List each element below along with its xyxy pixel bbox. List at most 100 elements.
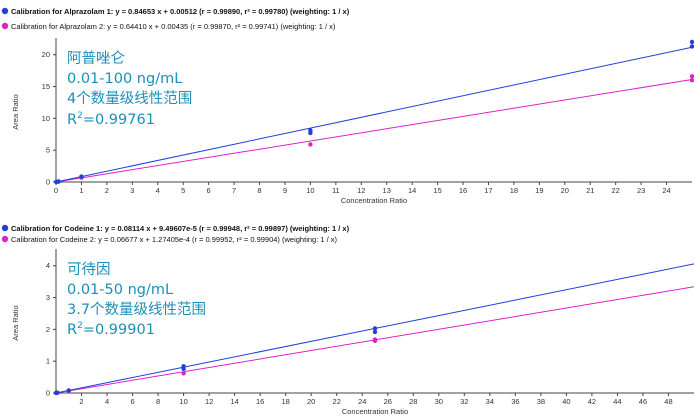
annotation-range: 0.01-50 ng/mL xyxy=(67,282,173,298)
legend-marker-1 xyxy=(1,224,9,232)
x-tick-label: 21 xyxy=(586,186,594,195)
data-point-series-2 xyxy=(689,77,694,83)
legend-series-name: Calibration for Codeine 1 xyxy=(11,224,100,233)
y-tick-label: 1 xyxy=(46,357,50,366)
data-point-series-2 xyxy=(308,142,313,147)
y-tick-label: 15 xyxy=(42,82,50,91)
x-tick-label: 6 xyxy=(207,186,211,195)
annotation-linearity: 3.7个数量级线性范围 xyxy=(67,301,206,318)
data-point-series-1 xyxy=(66,388,71,393)
legend-marker-2 xyxy=(1,22,9,30)
x-tick-label: 0 xyxy=(54,186,58,195)
x-tick-label: 20 xyxy=(561,186,569,195)
x-tick-label: 22 xyxy=(612,186,620,195)
x-tick-label: 7 xyxy=(232,186,236,195)
annotation-r-squared: R2=0.99761 xyxy=(67,111,155,128)
r-squared-value: =0.99901 xyxy=(83,322,155,338)
x-tick-label: 12 xyxy=(205,397,213,406)
y-tick-label: 20 xyxy=(42,50,50,59)
x-tick-label: 34 xyxy=(486,397,494,406)
x-tick-label: 28 xyxy=(409,397,417,406)
data-point-series-2 xyxy=(181,371,186,376)
x-tick-label: 22 xyxy=(333,397,341,406)
chart-panel-2: Calibration for Codeine 1: y = 0.08114 x… xyxy=(1,224,694,416)
x-tick-label: 13 xyxy=(383,186,391,195)
x-tick-label: 18 xyxy=(282,397,290,406)
data-point-series-1 xyxy=(372,329,378,335)
fit-line-series-2 xyxy=(55,79,693,183)
y-tick-label: 0 xyxy=(46,389,50,398)
y-tick-label: 4 xyxy=(46,261,50,270)
x-tick-label: 38 xyxy=(537,397,545,406)
annotation-compound: 可待因 xyxy=(67,261,111,278)
legend-series-name: Calibration for Alprazolam 1 xyxy=(11,7,111,16)
x-tick-label: 6 xyxy=(130,397,134,406)
r-superscript: 2 xyxy=(77,111,83,121)
y-tick-label: 3 xyxy=(46,293,50,302)
y-axis-title: Area Ratio xyxy=(11,305,20,340)
y-tick-label: 0 xyxy=(46,178,50,187)
x-tick-label: 48 xyxy=(664,397,672,406)
legend-entry-2: Calibration for Alprazolam 2: y = 0.6441… xyxy=(11,22,336,31)
x-tick-label: 14 xyxy=(230,397,238,406)
legend-marker-2 xyxy=(1,235,9,243)
x-tick-label: 24 xyxy=(358,397,366,406)
x-tick-label: 4 xyxy=(105,397,109,406)
r-letter: R xyxy=(67,112,77,128)
legend-equation: : y = 0.84653 x + 0.00512 (r = 0.99890, … xyxy=(111,7,350,16)
x-tick-label: 42 xyxy=(588,397,596,406)
annotation-r-squared: R2=0.99901 xyxy=(67,321,155,338)
x-tick-label: 16 xyxy=(256,397,264,406)
legend-entry-1: Calibration for Alprazolam 1: y = 0.8465… xyxy=(11,7,350,16)
data-point-series-1 xyxy=(56,179,61,184)
x-tick-label: 8 xyxy=(257,186,261,195)
legend-entry-2: Calibration for Codeine 2: y = 0.06677 x… xyxy=(11,235,338,244)
x-tick-label: 12 xyxy=(357,186,365,195)
data-point-series-1 xyxy=(372,326,378,331)
y-tick-label: 5 xyxy=(46,146,50,155)
data-point-series-1 xyxy=(181,364,186,369)
x-tick-label: 30 xyxy=(435,397,443,406)
x-tick-label: 11 xyxy=(332,186,340,195)
x-tick-label: 2 xyxy=(105,186,109,195)
x-tick-label: 9 xyxy=(283,186,287,195)
x-tick-label: 2 xyxy=(79,397,83,406)
x-tick-label: 23 xyxy=(637,186,645,195)
x-tick-label: 40 xyxy=(562,397,570,406)
y-axis-title: Area Ratio xyxy=(11,94,20,129)
x-tick-label: 4 xyxy=(156,186,160,195)
y-tick-label: 10 xyxy=(42,114,50,123)
data-point-series-1 xyxy=(79,174,84,179)
x-tick-label: 44 xyxy=(613,397,621,406)
annotation-range: 0.01-100 ng/mL xyxy=(67,71,182,87)
chart-panel-1: Calibration for Alprazolam 1: y = 0.8465… xyxy=(1,7,694,205)
x-tick-label: 26 xyxy=(384,397,392,406)
x-tick-label: 8 xyxy=(156,397,160,406)
x-axis-title: Concentration Ratio xyxy=(342,407,408,416)
annotation-linearity: 4个数量级线性范围 xyxy=(67,90,192,107)
x-tick-label: 24 xyxy=(662,186,670,195)
y-tick-label: 2 xyxy=(46,325,50,334)
data-point-series-1 xyxy=(689,44,694,49)
legend-marker-1 xyxy=(1,7,9,15)
data-point-series-1 xyxy=(308,128,313,133)
legend-equation: : y = 0.08114 x + 9.49607e-5 (r = 0.9994… xyxy=(100,224,349,233)
data-point-series-1 xyxy=(689,39,694,45)
annotation-compound: 阿普唑仑 xyxy=(67,50,125,67)
data-point-series-2 xyxy=(372,337,378,342)
x-tick-label: 46 xyxy=(639,397,647,406)
legend-equation: : y = 0.06677 x + 1.27405e-4 (r = 0.9995… xyxy=(94,235,338,244)
legend-equation: : y = 0.64410 x + 0.00435 (r = 0.99870, … xyxy=(103,22,336,31)
fit-line-series-1 xyxy=(55,46,693,183)
data-point-series-2 xyxy=(689,74,694,79)
legend-series-name: Calibration for Alprazolam 2 xyxy=(11,22,103,31)
x-tick-label: 5 xyxy=(181,186,185,195)
legend-entry-1: Calibration for Codeine 1: y = 0.08114 x… xyxy=(11,224,350,233)
x-tick-label: 14 xyxy=(408,186,416,195)
x-axis-title: Concentration Ratio xyxy=(341,196,407,205)
x-tick-label: 32 xyxy=(460,397,468,406)
x-tick-label: 20 xyxy=(307,397,315,406)
legend-series-name: Calibration for Codeine 2 xyxy=(11,235,94,244)
x-tick-label: 36 xyxy=(511,397,519,406)
x-tick-label: 3 xyxy=(130,186,134,195)
